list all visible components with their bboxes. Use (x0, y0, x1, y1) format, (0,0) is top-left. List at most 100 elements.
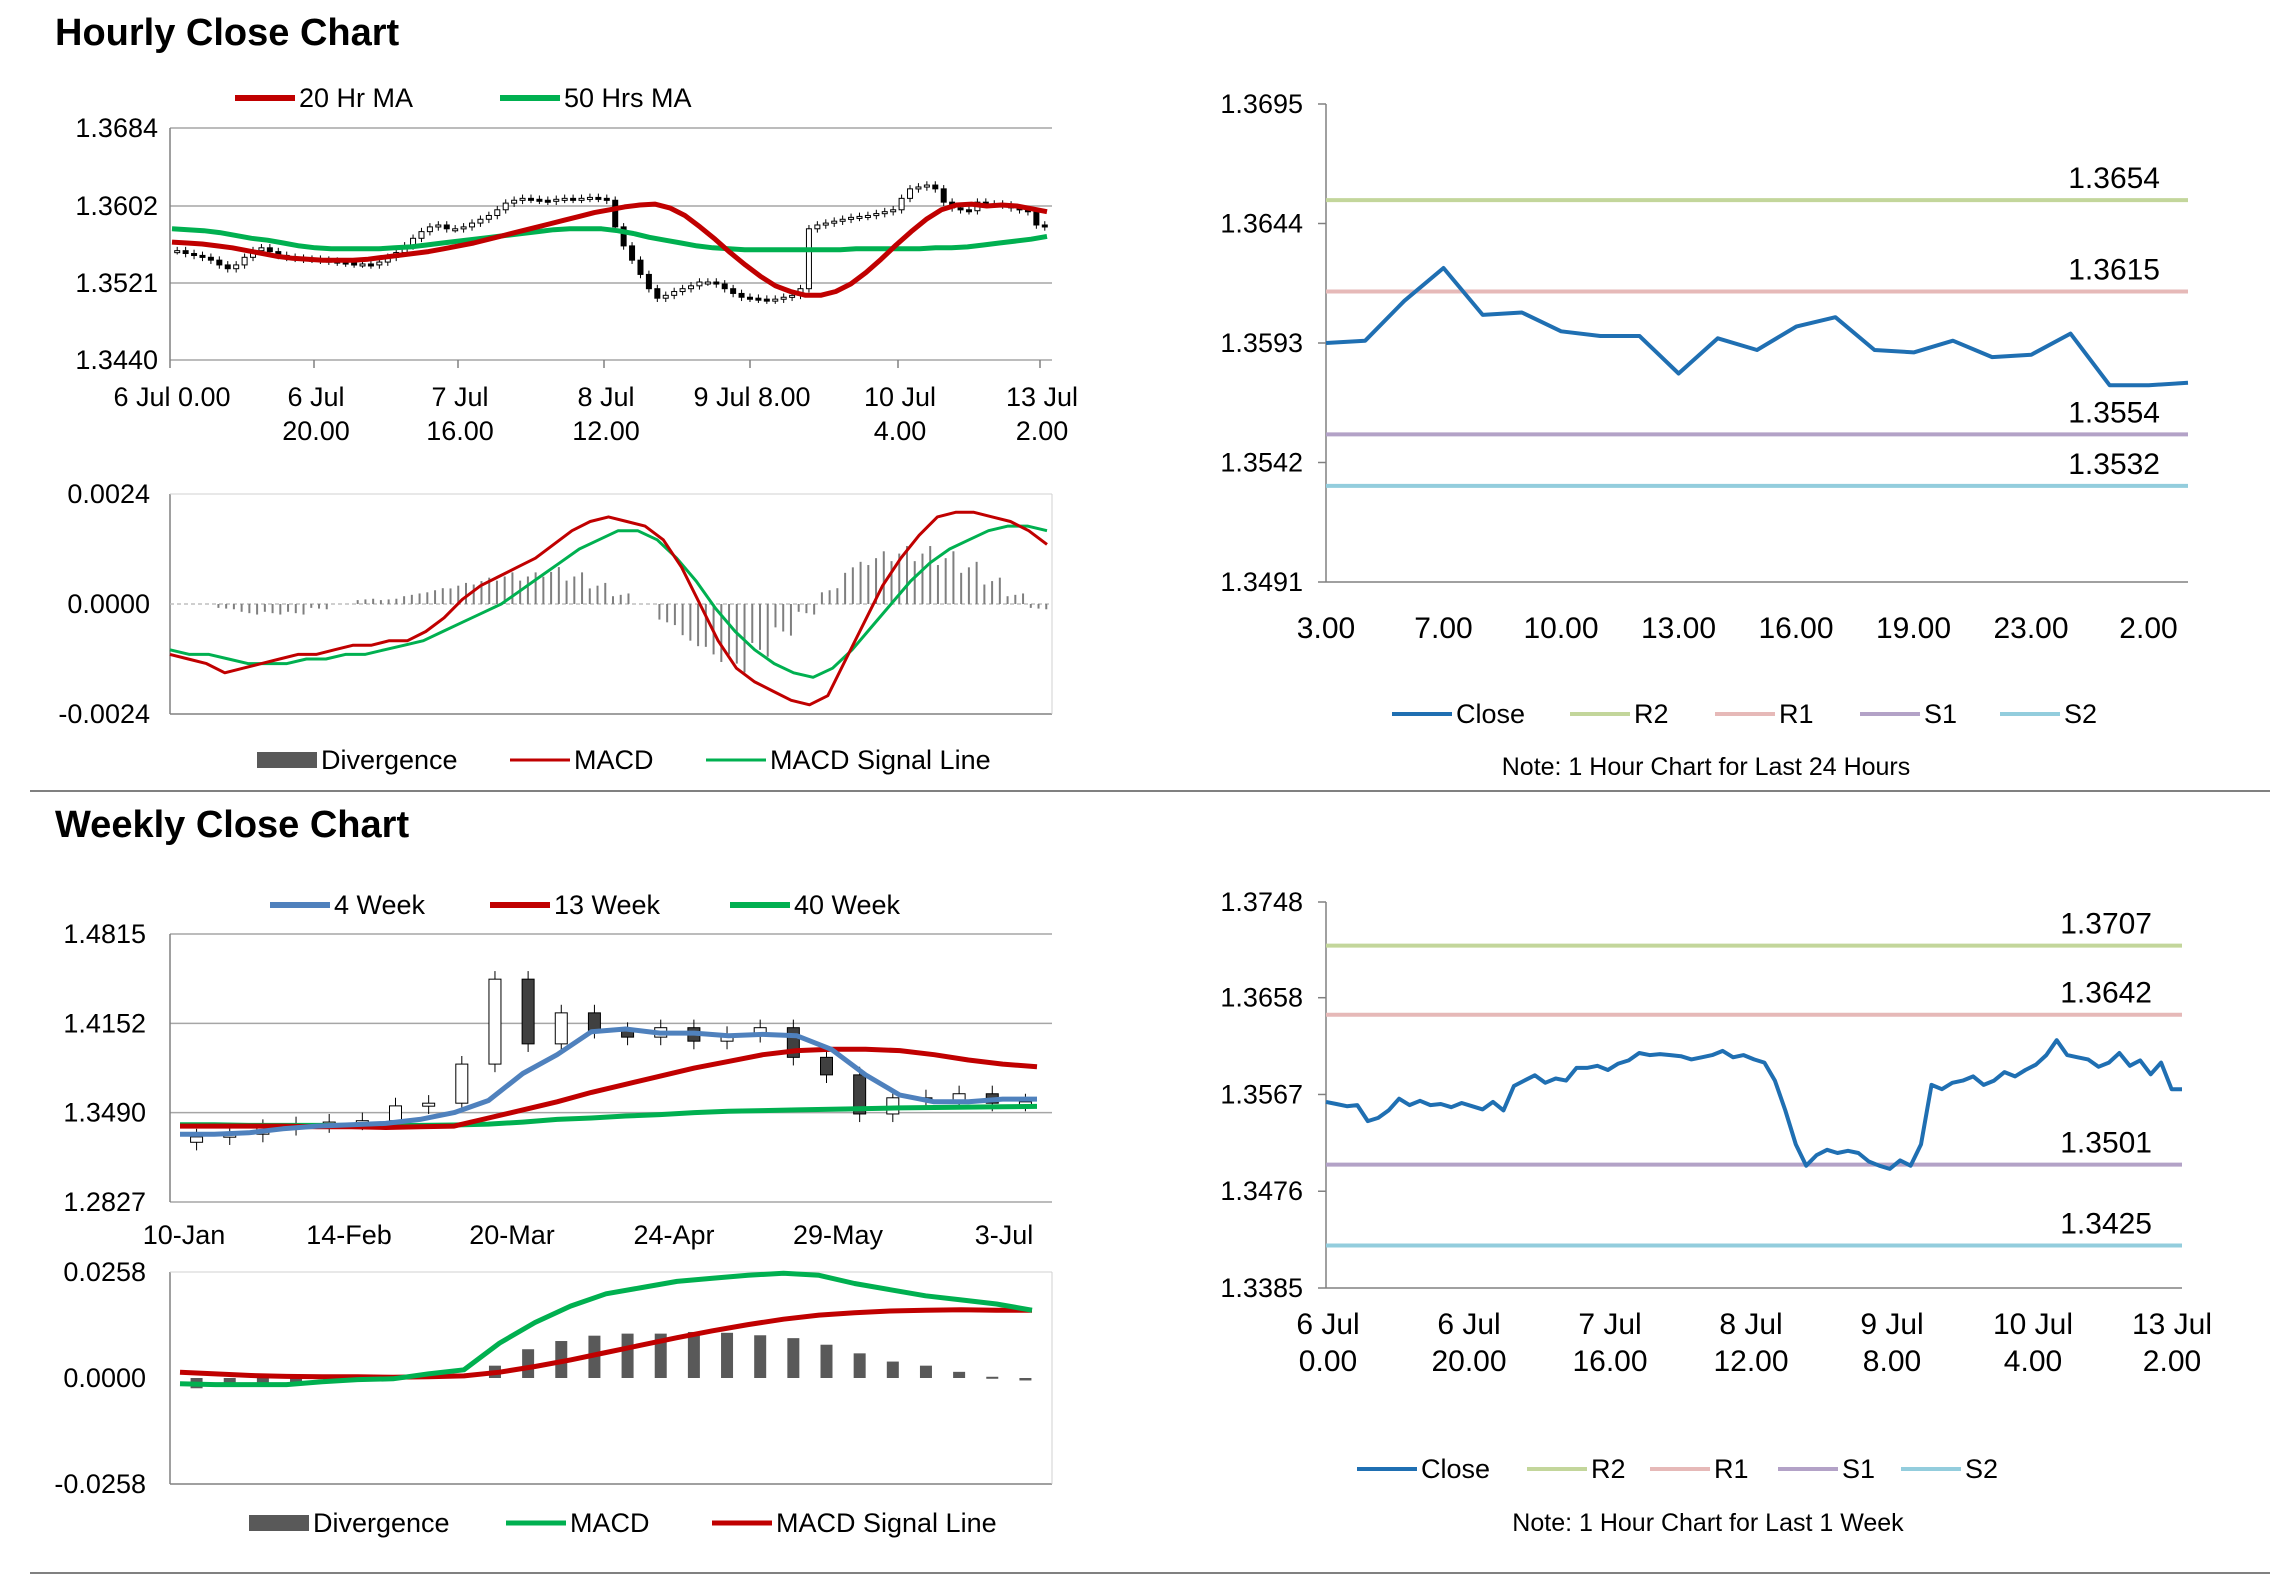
weekly-candle (853, 1074, 867, 1115)
weekly-candle (422, 1102, 436, 1107)
hourly-price-xtick: 8 Jul (577, 382, 634, 412)
hourly-candle (704, 281, 711, 285)
hourly-candle (367, 263, 374, 267)
hourly-candle (553, 198, 560, 202)
hourly-candle (527, 197, 534, 201)
close1w-xtick: 9 Jul (1860, 1308, 1923, 1341)
hourly-candle (755, 297, 762, 301)
hourly-candle (469, 222, 476, 228)
close1w-level-label: 1.3425 (2060, 1207, 2152, 1240)
hourly-candle (199, 254, 206, 258)
hourly-ma20-line (171, 201, 1048, 298)
close24-level-label: 1.3554 (2068, 396, 2160, 429)
weekly-divergence-bar (853, 1353, 866, 1378)
hourly-price-xtick: 6 Jul 0.00 (113, 382, 230, 412)
hourly-candle (460, 226, 467, 230)
hourly-candle (603, 197, 610, 201)
hourly-price-xtick: 2.00 (1016, 416, 1069, 446)
close24-ytick: 1.3491 (1220, 567, 1303, 597)
close24-note: Note: 1 Hour Chart for Last 24 Hours (1502, 753, 1911, 781)
hourly-macd-signal-line (169, 524, 1048, 679)
hourly-candle (561, 197, 568, 201)
legend-close1w-r2-label: R2 (1591, 1454, 1626, 1484)
hourly-candle (898, 197, 905, 211)
hourly-candle (174, 250, 181, 254)
hourly-candle (915, 186, 922, 190)
weekly-candle (389, 1105, 402, 1122)
weekly-price-xtick: 20-Mar (469, 1220, 555, 1250)
hourly-candle (730, 288, 737, 294)
weekly-price-xtick: 24-Apr (633, 1220, 714, 1250)
hourly-candle (578, 197, 585, 201)
weekly-macd-signal-line (179, 1307, 1032, 1380)
legend-close24-r1-label: R1 (1779, 699, 1814, 729)
weekly-candle (820, 1056, 833, 1076)
close1w-ytick: 1.3476 (1220, 1176, 1303, 1206)
hourly-ma50-line (171, 226, 1048, 253)
weekly-divergence-bar (256, 1378, 269, 1386)
legend-close24-r2-label: R2 (1634, 699, 1669, 729)
hourly-candle (696, 281, 703, 287)
close24-level-label: 1.3615 (2068, 253, 2160, 286)
weekly-candle (521, 978, 535, 1045)
hourly-price-xtick: 16.00 (426, 416, 494, 446)
close24-xtick: 23.00 (1993, 612, 2068, 645)
close1w-xtick: 10 Jul (1993, 1308, 2073, 1341)
hourly-candle (671, 291, 678, 296)
legend-weekly-divergence-swatch (249, 1515, 309, 1531)
hourly-candle (258, 247, 265, 252)
close24-level-label: 1.3532 (2068, 448, 2160, 481)
hourly-candle (519, 197, 526, 201)
close1w-xtick: 20.00 (1431, 1345, 1506, 1378)
hourly-macd-ytick: -0.0024 (58, 699, 150, 729)
close1w-xtick: 8.00 (1863, 1345, 1921, 1378)
hourly-candle (864, 214, 871, 218)
hourly-candle (586, 196, 593, 200)
hourly-candle (746, 296, 753, 300)
hourly-candle (805, 228, 812, 290)
hourly-price-xtick: 7 Jul (431, 382, 488, 412)
legend-hourly-macd-label: MACD (574, 745, 654, 775)
hourly-candle (536, 198, 543, 202)
weekly-price-ytick: 1.3490 (63, 1098, 146, 1128)
close1w-xtick: 6 Jul (1296, 1308, 1359, 1341)
hourly-candle (485, 214, 492, 220)
hourly-price-ytick: 1.3684 (75, 113, 158, 143)
hourly-candle (957, 207, 964, 211)
legend-weekly-divergence-label: Divergence (313, 1508, 450, 1538)
close1w-xtick: 16.00 (1572, 1345, 1647, 1378)
legend-hourly-signal-label: MACD Signal Line (770, 745, 991, 775)
hourly-candle (881, 211, 888, 215)
close1w-xtick: 7 Jul (1578, 1308, 1641, 1341)
hourly-candle (688, 285, 695, 290)
hourly-candle (923, 184, 930, 188)
close1w-note: Note: 1 Hour Chart for Last 1 Week (1512, 1509, 1904, 1537)
hourly-candle (645, 273, 652, 290)
close24-ytick: 1.3644 (1220, 209, 1303, 239)
hourly-candle (629, 245, 636, 261)
hourly-candle (738, 292, 745, 298)
weekly-divergence-bar (986, 1376, 999, 1379)
weekly-divergence-bar (621, 1333, 634, 1378)
hourly-price-xtick: 9 Jul 8.00 (693, 382, 810, 412)
hourly-candle (763, 298, 770, 302)
hourly-candle (662, 294, 669, 299)
hourly-candle (502, 202, 509, 211)
close1w-xtick: 2.00 (2143, 1345, 2201, 1378)
weekly-price-xtick: 10-Jan (143, 1220, 226, 1250)
legend-20hr-ma-label: 20 Hr MA (299, 83, 413, 113)
hourly-candle (654, 288, 661, 299)
hourly-candle (233, 264, 240, 270)
weekly-divergence-bar (754, 1335, 767, 1378)
legend-close1w-r1-label: R1 (1714, 1454, 1749, 1484)
weekly-divergence-bar (886, 1361, 899, 1378)
weekly-candle (587, 1012, 601, 1031)
weekly-divergence-bar (687, 1331, 700, 1378)
hourly-candle (890, 209, 897, 213)
hourly-candle (907, 188, 914, 199)
weekly-divergence-bar (787, 1338, 800, 1378)
close24-ytick: 1.3695 (1220, 89, 1303, 119)
hourly-candle (848, 216, 855, 220)
hourly-candle (814, 224, 821, 230)
